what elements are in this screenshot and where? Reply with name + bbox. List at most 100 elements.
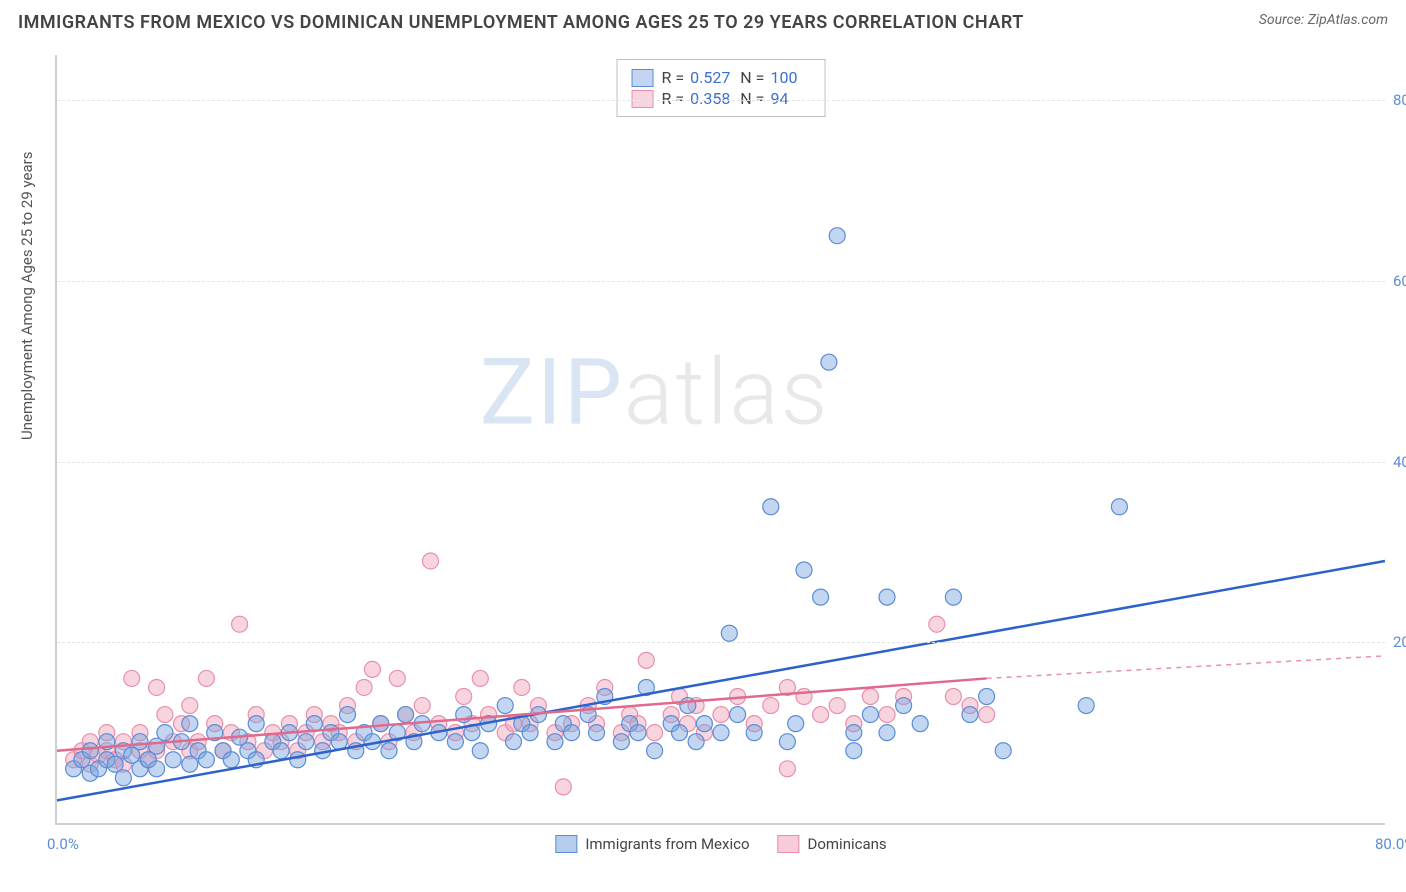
data-point xyxy=(290,752,306,768)
data-point xyxy=(879,589,895,605)
data-point xyxy=(962,707,978,723)
data-point xyxy=(746,725,762,741)
ytick-label: 60.0% xyxy=(1393,272,1406,290)
data-point xyxy=(638,652,654,668)
gridline xyxy=(57,100,1385,101)
data-point xyxy=(979,689,995,705)
data-point xyxy=(198,752,214,768)
data-point xyxy=(157,707,173,723)
data-point xyxy=(730,707,746,723)
data-point xyxy=(829,228,845,244)
data-point xyxy=(132,734,148,750)
data-point xyxy=(713,725,729,741)
ytick-label: 80.0% xyxy=(1393,91,1406,109)
xtick-label: 80.0% xyxy=(1375,835,1406,853)
data-point xyxy=(248,716,264,732)
data-point xyxy=(813,707,829,723)
chart-title: IMMIGRANTS FROM MEXICO VS DOMINICAN UNEM… xyxy=(18,12,1024,33)
bottom-legend: Immigrants from Mexico Dominicans xyxy=(555,835,886,853)
y-axis-label: Unemployment Among Ages 25 to 29 years xyxy=(18,152,36,440)
data-point xyxy=(497,698,513,714)
data-point xyxy=(680,698,696,714)
data-point xyxy=(672,725,688,741)
gridline xyxy=(57,642,1385,643)
data-point xyxy=(813,589,829,605)
data-point xyxy=(613,734,629,750)
trend-line-extrapolated xyxy=(987,656,1385,679)
legend-swatch-dominicans xyxy=(778,835,800,853)
data-point xyxy=(945,689,961,705)
stats-row-mexico: R = 0.527 N = 100 xyxy=(632,68,811,87)
data-point xyxy=(398,707,414,723)
xtick-label: 0.0% xyxy=(47,835,79,853)
stats-legend: R = 0.527 N = 100 R = 0.358 N = 94 xyxy=(617,59,826,117)
data-point xyxy=(157,725,173,741)
data-point xyxy=(829,698,845,714)
data-point xyxy=(647,743,663,759)
data-point xyxy=(223,752,239,768)
data-point xyxy=(788,716,804,732)
stats-row-dominicans: R = 0.358 N = 94 xyxy=(632,89,811,108)
data-point xyxy=(821,354,837,370)
data-point xyxy=(472,670,488,686)
gridline xyxy=(57,462,1385,463)
data-point xyxy=(896,698,912,714)
data-point xyxy=(456,689,472,705)
r-value-dominicans: 0.358 xyxy=(690,89,730,108)
data-point xyxy=(879,725,895,741)
data-point xyxy=(912,716,928,732)
data-point xyxy=(995,743,1011,759)
data-point xyxy=(721,625,737,641)
swatch-dominicans xyxy=(632,90,654,108)
data-point xyxy=(1111,499,1127,515)
data-point xyxy=(506,734,522,750)
gridline xyxy=(57,281,1385,282)
data-point xyxy=(115,770,131,786)
legend-swatch-mexico xyxy=(555,835,577,853)
data-point xyxy=(929,616,945,632)
data-point xyxy=(298,734,314,750)
data-point xyxy=(846,725,862,741)
data-point xyxy=(647,725,663,741)
data-point xyxy=(779,761,795,777)
data-point xyxy=(165,752,181,768)
data-point xyxy=(514,679,530,695)
data-point xyxy=(472,743,488,759)
data-point xyxy=(796,689,812,705)
data-point xyxy=(447,734,463,750)
legend-item-mexico: Immigrants from Mexico xyxy=(555,835,749,853)
source-attribution: Source: ZipAtlas.com xyxy=(1259,12,1388,28)
data-point xyxy=(182,716,198,732)
data-point xyxy=(389,670,405,686)
source-name: ZipAtlas.com xyxy=(1308,12,1388,28)
data-point xyxy=(945,589,961,605)
data-point xyxy=(414,698,430,714)
data-point xyxy=(124,670,140,686)
legend-label-dominicans: Dominicans xyxy=(808,835,887,853)
data-point xyxy=(232,616,248,632)
data-point xyxy=(381,743,397,759)
data-point xyxy=(862,689,878,705)
trend-line xyxy=(57,561,1385,800)
data-point xyxy=(862,707,878,723)
data-point xyxy=(630,725,646,741)
r-value-mexico: 0.527 xyxy=(690,68,730,87)
data-point xyxy=(555,779,571,795)
data-point xyxy=(564,725,580,741)
data-point xyxy=(879,707,895,723)
data-point xyxy=(763,499,779,515)
data-point xyxy=(182,698,198,714)
data-point xyxy=(846,743,862,759)
data-point xyxy=(763,698,779,714)
swatch-mexico xyxy=(632,69,654,87)
plot-area: ZIPatlas R = 0.527 N = 100 R = 0.358 N =… xyxy=(55,55,1385,825)
legend-label-mexico: Immigrants from Mexico xyxy=(585,835,749,853)
data-point xyxy=(796,562,812,578)
n-value-mexico: 100 xyxy=(770,68,810,87)
data-point xyxy=(340,707,356,723)
ytick-label: 20.0% xyxy=(1393,633,1406,651)
data-point xyxy=(149,679,165,695)
scatter-svg xyxy=(57,55,1385,823)
data-point xyxy=(589,725,605,741)
data-point xyxy=(779,734,795,750)
